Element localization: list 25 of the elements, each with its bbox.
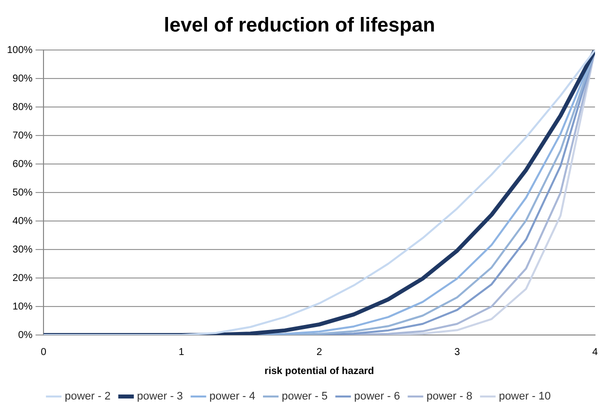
x-tick-label: 4	[592, 346, 598, 358]
chart-title: level of reduction of lifespan	[164, 14, 436, 37]
y-tick-label: 80%	[12, 102, 33, 113]
x-axis-title: risk potential of hazard	[264, 366, 374, 377]
legend-label: power - 2	[64, 390, 111, 403]
y-tick-label: 70%	[12, 130, 33, 142]
x-tick-label: 2	[316, 346, 323, 358]
legend-label: power - 5	[282, 390, 328, 403]
y-tick-label: 50%	[12, 187, 33, 198]
y-tick-label: 40%	[12, 216, 33, 227]
legend-label: power - 3	[137, 390, 183, 403]
legend-label: power - 8	[426, 390, 472, 403]
x-tick-label: 1	[178, 346, 185, 358]
y-tick-label: 90%	[12, 73, 33, 84]
x-tick-label: 0	[40, 346, 47, 358]
y-tick-label: 10%	[12, 301, 33, 312]
y-tick-label: 100%	[7, 44, 33, 56]
legend-label: power - 6	[354, 390, 400, 403]
y-tick-label: 0%	[18, 330, 33, 341]
legend-label: power - 4	[209, 390, 256, 403]
legend-label: power - 10	[498, 390, 551, 403]
y-tick-label: 20%	[12, 272, 33, 284]
x-tick-label: 3	[454, 346, 460, 358]
y-tick-label: 30%	[12, 244, 33, 256]
y-tick-label: 60%	[12, 158, 33, 170]
